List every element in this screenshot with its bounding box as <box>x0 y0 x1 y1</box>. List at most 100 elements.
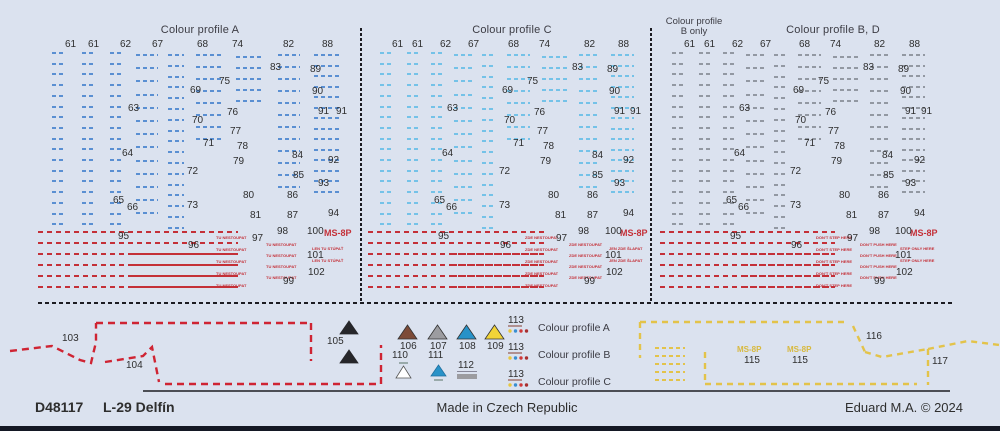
stencil-mark <box>507 54 530 56</box>
stencil-mark <box>672 84 683 87</box>
stencil-mark <box>168 129 184 132</box>
stencil-number: 61 <box>412 39 424 50</box>
stencil-number: 77 <box>230 126 242 137</box>
stencil-mark <box>507 102 530 104</box>
stencil-number: 87 <box>287 210 299 221</box>
stencil-mark <box>723 223 734 226</box>
stencil-mark <box>870 126 889 128</box>
stencil-mark <box>798 54 821 56</box>
stencil-mark <box>52 116 65 119</box>
panel-title: Colour profile C <box>472 24 552 36</box>
stencil-mark <box>870 102 889 104</box>
stencil-number: 68 <box>799 39 811 50</box>
warning-text: TU NESTOUPAT <box>216 271 247 276</box>
stencil-mark <box>774 108 788 110</box>
stencil-mark <box>168 64 184 67</box>
warning-text: JEN ZDE ŠLAPAT <box>609 258 643 263</box>
stencil-number: 63 <box>447 103 459 114</box>
stencil-mark <box>380 52 391 54</box>
stencil-mark <box>723 73 734 76</box>
stencil-mark <box>746 67 765 70</box>
stencil-mark <box>611 64 634 67</box>
stencil-mark <box>431 191 442 194</box>
stencil-mark <box>482 172 496 175</box>
stencil-mark <box>110 180 123 183</box>
stencil-mark <box>723 159 734 161</box>
stencil-mark <box>407 116 418 119</box>
warning-text: ZDE NESTOUPAT <box>569 264 603 269</box>
warning-text: ZDE NESTOUPAT <box>525 271 559 276</box>
stencil-mark <box>611 75 634 77</box>
stencil-mark <box>723 180 734 183</box>
stencil-mark <box>314 148 340 151</box>
stencil-mark <box>699 169 710 172</box>
stencil-mark <box>236 67 264 69</box>
stencil-mark <box>672 212 683 215</box>
stencil-mark <box>482 54 496 56</box>
profile-dot <box>524 356 529 360</box>
stencil-mark <box>672 191 683 194</box>
stencil-mark <box>110 223 123 226</box>
stencil-mark <box>431 52 442 54</box>
stencil-mark <box>507 138 530 140</box>
stencil-mark <box>407 52 418 54</box>
stencil-number: 79 <box>831 156 843 167</box>
stencil-mark <box>699 180 710 183</box>
stencil-number: 61 <box>392 39 404 50</box>
stencil-number: 85 <box>293 170 305 181</box>
stencil-number: 100 <box>895 226 912 237</box>
stencil-mark <box>110 169 123 172</box>
stencil-mark <box>168 162 184 164</box>
stencil-number: 74 <box>539 39 551 50</box>
stencil-mark <box>579 54 598 56</box>
stencil-number: 88 <box>909 39 921 50</box>
stencil-mark <box>431 223 442 226</box>
stencil-mark <box>870 90 889 92</box>
stencil-mark <box>611 127 634 130</box>
legend-number: 107 <box>430 341 447 352</box>
profile-dot <box>513 383 518 387</box>
warning-text: TU NESTOUPAT <box>216 247 247 252</box>
warning-text: LEN TU STÚPAŤ <box>312 246 344 251</box>
profile-dot <box>519 356 523 360</box>
stencil-mark <box>314 190 340 193</box>
stencil-mark <box>774 183 788 186</box>
stencil-number: 93 <box>318 178 330 189</box>
stencil-mark <box>380 105 391 108</box>
stencil-number: 85 <box>883 170 895 181</box>
stencil-mark <box>746 172 765 175</box>
shape-label: 116 <box>866 331 882 342</box>
stencil-mark <box>699 159 710 161</box>
stencil-mark <box>136 159 158 162</box>
panel-subtitle: Colour profile B only <box>665 16 723 37</box>
stencil-mark <box>542 67 567 69</box>
stencil-number: 83 <box>863 62 875 73</box>
stencil-number: 67 <box>468 39 480 50</box>
stencil-number: 71 <box>513 138 525 149</box>
stencil-mark <box>746 159 765 162</box>
stencil-mark <box>746 146 765 149</box>
warning-text: ZDE NESTOUPAT <box>569 275 603 280</box>
stencil-mark <box>431 180 442 183</box>
ms8p-label: MS-8P <box>910 228 938 238</box>
ms8p-label: MS-8P <box>620 228 648 238</box>
stencil-mark <box>507 114 530 116</box>
stencil-mark <box>278 66 300 68</box>
stencil-mark <box>82 201 95 204</box>
stencil-mark <box>380 191 391 194</box>
stencil-mark <box>136 67 158 70</box>
stencil-mark <box>699 212 710 215</box>
stencil-mark <box>672 159 683 161</box>
stencil-mark <box>314 169 340 172</box>
stencil-mark <box>774 129 788 132</box>
stencil-mark <box>278 78 300 80</box>
stencil-mark <box>278 174 300 176</box>
stencil-mark <box>507 78 530 80</box>
stencil-mark <box>82 73 95 76</box>
stencil-mark <box>236 78 264 80</box>
stencil-mark <box>52 137 65 140</box>
warning-text: TU NESTOUPAT <box>216 259 247 264</box>
stencil-mark <box>168 151 184 154</box>
stencil-mark <box>110 201 123 204</box>
profile-dot <box>508 383 512 387</box>
